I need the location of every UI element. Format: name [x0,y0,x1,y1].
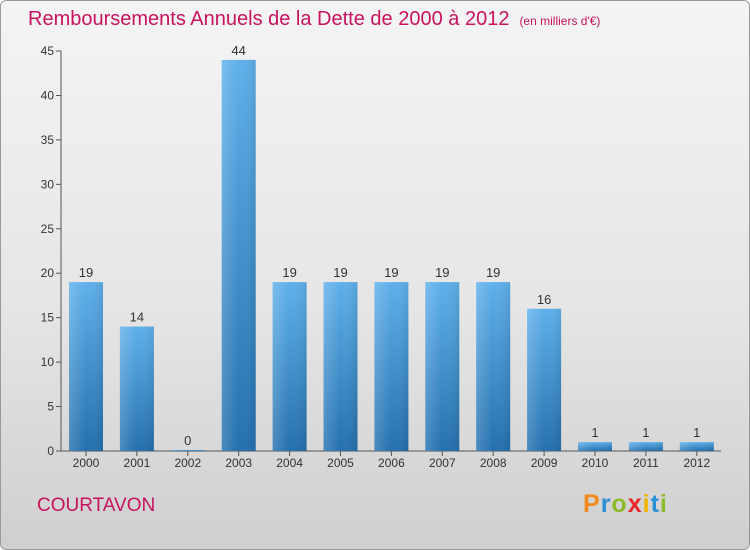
logo-letter: o [611,490,628,518]
x-tick-label-2010: 2010 [582,456,609,470]
y-tick-label: 40 [41,88,55,102]
data-labels: 19 14 0 44 19 19 19 19 19 16 1 1 1 [79,43,701,448]
data-label-2002: 0 [184,433,191,448]
y-tick-label: 35 [41,133,55,147]
data-label-2012: 1 [693,425,700,440]
x-tick-label-2009: 2009 [531,456,558,470]
logo-letter: t [650,490,660,518]
x-tick-label-2001: 2001 [124,456,151,470]
bar-shine-2005 [323,282,358,451]
data-label-2011: 1 [642,425,649,440]
logo-letter: P [583,490,601,518]
bar-shine-2001 [119,326,154,451]
bar-shine-2010 [578,442,612,451]
bar-shine-2009 [527,308,562,451]
x-tick-label-2012: 2012 [683,456,710,470]
bar-shine-2007 [425,282,460,451]
data-label-2003: 44 [231,43,245,58]
bar-shine-2000 [69,282,103,451]
y-tick-label: 30 [41,177,55,191]
y-tick-label: 45 [41,44,55,58]
data-label-2005: 19 [333,265,347,280]
data-label-2004: 19 [282,265,296,280]
chart-title-text: Remboursements Annuels de la Dette de 20… [28,8,510,30]
bar-shine-2004 [272,282,307,451]
x-tick-label-2000: 2000 [73,456,100,470]
bar-shine-2002 [170,450,205,451]
y-tick-label: 15 [41,311,55,325]
x-tick-label-2011: 2011 [633,456,659,470]
bars [69,59,714,452]
chart-title: Remboursements Annuels de la Dette de 20… [28,8,600,31]
x-tick-label-2006: 2006 [378,456,405,470]
data-label-2007: 19 [435,265,449,280]
bar-shine-2012 [679,442,714,451]
data-label-2008: 19 [486,265,500,280]
bar-shine-2011 [628,442,663,451]
bar-shine-2006 [374,282,409,451]
logo-letter: r [600,490,612,518]
y-tick-label: 20 [41,266,55,280]
data-label-2001: 14 [130,310,144,325]
data-label-2000: 19 [79,265,93,280]
bar-shine-2008 [476,282,511,451]
logo-letter: i [642,490,651,518]
x-tick-label-2004: 2004 [276,456,303,470]
bar-shine-2003 [221,59,256,452]
x-tick-label-2008: 2008 [480,456,507,470]
x-tick-label-2007: 2007 [429,456,456,470]
proxiti-logo[interactable]: Proxiti [583,490,668,519]
x-tick-label-2002: 2002 [174,456,201,470]
chart-subtitle: (en milliers d'€) [519,14,601,28]
logo-letter: x [627,490,643,518]
data-label-2006: 19 [384,265,398,280]
logo-letter: i [659,490,668,518]
commune-name: COURTAVON [37,495,156,516]
x-tick-label-2005: 2005 [327,456,354,470]
y-tick-label: 5 [47,400,54,414]
y-tick-label: 10 [41,355,55,369]
x-tick-label-2003: 2003 [225,456,252,470]
data-label-2009: 16 [537,292,551,307]
y-tick-label: 25 [41,222,55,236]
y-tick-label: 0 [47,444,54,458]
data-label-2010: 1 [591,425,598,440]
